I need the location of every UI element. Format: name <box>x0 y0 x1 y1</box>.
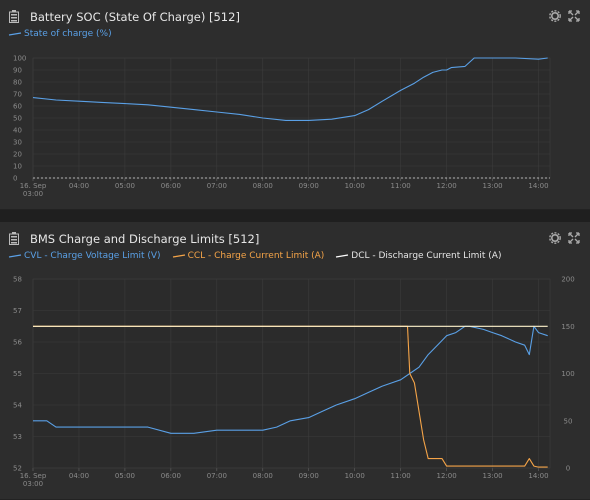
battery-icon <box>9 232 19 245</box>
y-tick-label: 80 <box>13 79 22 87</box>
panel-title: BMS Charge and Discharge Limits [512] <box>30 232 260 246</box>
x-tick-sublabel: 03:00 <box>23 190 43 198</box>
x-tick-label: 05:00 <box>115 472 135 480</box>
x-tick-label: 12:00 <box>437 472 457 480</box>
y-tick-label: 55 <box>13 370 22 378</box>
legend-label: DCL - Discharge Current Limit (A) <box>351 251 502 261</box>
x-tick-label: 13:00 <box>482 182 502 190</box>
x-tick-label: 04:00 <box>69 472 89 480</box>
soc-chart[interactable]: 16. Sep 04:00 05:00 06:00 07:00 08:00 09:00 10:… <box>0 0 590 210</box>
x-tick-label: 08:00 <box>253 182 273 190</box>
x-tick-label: 09:00 <box>299 182 319 190</box>
soc-panel: Battery SOC (State Of Charge) [512] Stat… <box>0 0 590 210</box>
y-right-tick-label: 150 <box>561 323 574 331</box>
legend-item-soc[interactable]: State of charge (%) <box>8 29 112 39</box>
chart-legend: State of charge (%) <box>8 29 112 39</box>
y-tick-label: 20 <box>13 151 22 159</box>
legend-label: CCL - Charge Current Limit (A) <box>187 251 325 261</box>
y-tick-label: 30 <box>13 139 22 147</box>
x-tick-label: 06:00 <box>161 472 181 480</box>
x-tick-label: 07:00 <box>207 472 227 480</box>
x-tick-label: 08:00 <box>253 472 273 480</box>
x-tick-label: 14:00 <box>528 472 548 480</box>
x-tick-label: 11:00 <box>391 182 411 190</box>
x-tick-label: 11:00 <box>391 472 411 480</box>
y-tick-label: 40 <box>13 127 22 135</box>
gear-icon[interactable] <box>549 232 561 244</box>
y-right-tick-label: 200 <box>561 276 574 284</box>
y-right-tick-label: 50 <box>564 417 573 425</box>
series-line-ccl <box>33 325 548 468</box>
y-tick-label: 58 <box>13 276 22 284</box>
x-tick-label: 10:00 <box>345 182 365 190</box>
x-tick-label: 13:00 <box>482 472 502 480</box>
legend-item-dcl[interactable]: DCL - Discharge Current Limit (A) <box>336 251 501 261</box>
gear-icon[interactable] <box>549 10 561 22</box>
chart-legend: CVL - Charge Voltage Limit (V) CCL - Cha… <box>8 251 501 261</box>
x-tick-label: 12:00 <box>437 182 457 190</box>
legend-item-ccl[interactable]: CCL - Charge Current Limit (A) <box>172 251 325 261</box>
y-tick-label: 90 <box>13 67 22 75</box>
y-tick-label: 57 <box>13 307 22 315</box>
bms-limits-chart[interactable]: 16. Sep 04:00 05:00 06:00 07:00 08:00 09:00 10:… <box>0 222 590 500</box>
line-swatch-icon <box>172 254 185 258</box>
panel-tools <box>549 10 580 22</box>
y-tick-label: 52 <box>13 465 22 473</box>
x-tick-label: 07:00 <box>207 182 227 190</box>
series-line-state <box>32 57 548 121</box>
expand-icon[interactable] <box>568 10 580 22</box>
x-tick-label: 09:00 <box>299 472 319 480</box>
panel-tools <box>549 232 580 244</box>
x-tick-label: 04:00 <box>69 182 89 190</box>
y-tick-label: 70 <box>13 91 22 99</box>
y-tick-label: 60 <box>13 103 22 111</box>
battery-icon <box>9 10 19 23</box>
legend-label: State of charge (%) <box>24 29 112 39</box>
line-swatch-icon <box>336 254 349 258</box>
expand-icon[interactable] <box>568 232 580 244</box>
y-right-tick-label: 0 <box>566 465 570 473</box>
x-tick-label: 06:00 <box>161 182 181 190</box>
bms-limits-panel: BMS Charge and Discharge Limits [512] CV… <box>0 222 590 500</box>
y-tick-label: 50 <box>13 115 22 123</box>
x-tick-label: 05:00 <box>115 182 135 190</box>
y-tick-label: 54 <box>13 402 22 410</box>
legend-item-cvl[interactable]: CVL - Charge Voltage Limit (V) <box>8 251 161 261</box>
y-tick-label: 56 <box>13 339 22 347</box>
x-tick-label: 16. Sep <box>20 472 47 480</box>
x-tick-label: 16. Sep <box>20 182 47 190</box>
x-tick-sublabel: 03:00 <box>23 480 43 488</box>
line-swatch-icon <box>8 32 22 36</box>
legend-label: CVL - Charge Voltage Limit (V) <box>24 251 161 261</box>
x-tick-label: 10:00 <box>345 472 365 480</box>
line-swatch-icon <box>8 254 22 258</box>
y-tick-label: 100 <box>13 55 26 63</box>
panel-title: Battery SOC (State Of Charge) [512] <box>30 10 240 24</box>
x-tick-label: 14:00 <box>528 182 548 190</box>
y-tick-label: 53 <box>13 433 22 441</box>
series-line-cvl <box>33 325 548 434</box>
y-tick-label: 0 <box>13 175 17 183</box>
y-tick-label: 10 <box>13 163 22 171</box>
y-right-tick-label: 100 <box>561 370 574 378</box>
